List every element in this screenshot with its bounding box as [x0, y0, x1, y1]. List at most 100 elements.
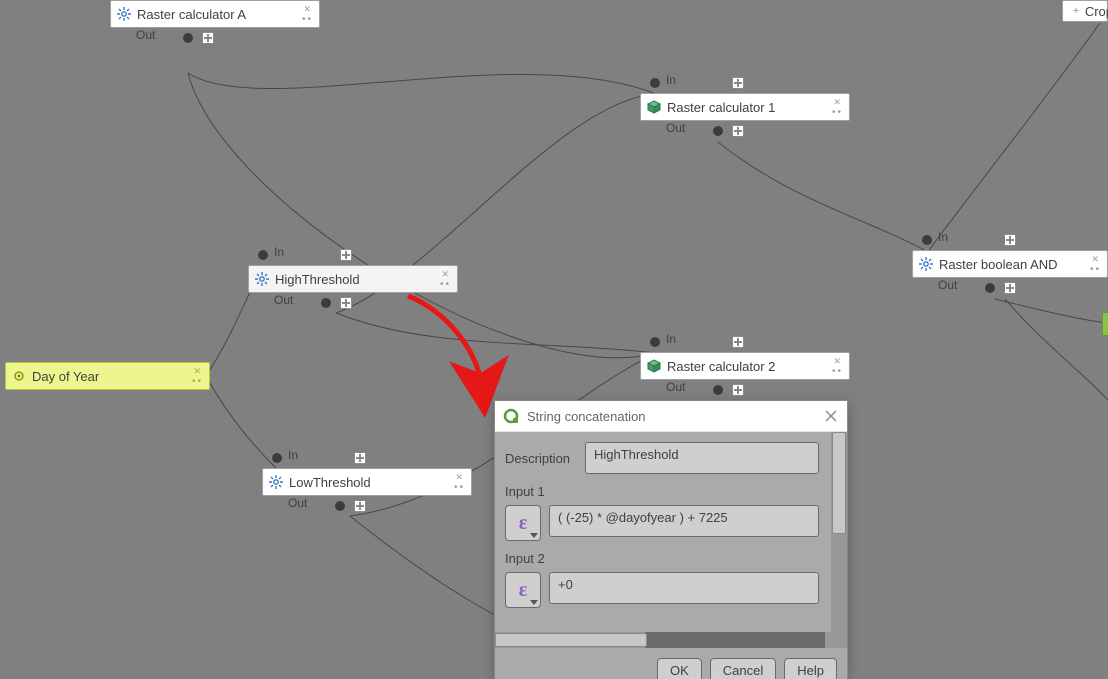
close-icon[interactable] — [823, 408, 839, 424]
port-dot-icon — [985, 283, 995, 293]
plus-icon[interactable] — [340, 249, 352, 261]
dialog-title: String concatenation — [527, 409, 815, 424]
node-body[interactable]: Raster calculator 2 ✕•• — [640, 352, 850, 380]
node-handle[interactable]: ✕•• — [454, 473, 465, 491]
close-icon[interactable]: ✕ — [303, 5, 313, 13]
input1-label: Input 1 — [505, 484, 837, 499]
chevron-down-icon — [530, 533, 538, 538]
input2-field[interactable]: +0 — [549, 572, 819, 604]
cancel-button[interactable]: Cancel — [710, 658, 776, 679]
node-body[interactable]: HighThreshold ✕•• — [248, 265, 458, 293]
node-out-port[interactable]: Out — [912, 280, 1108, 296]
node-in-port[interactable]: In — [912, 232, 1108, 248]
close-icon[interactable]: ✕ — [833, 98, 843, 106]
port-dot-icon — [321, 298, 331, 308]
gear-icon — [117, 7, 131, 21]
node-label: LowThreshold — [289, 475, 448, 490]
node-label: Raster boolean AND — [939, 257, 1084, 272]
port-out-label: Out — [938, 278, 957, 292]
scrollbar-thumb[interactable] — [495, 633, 647, 647]
close-icon[interactable]: ✕ — [455, 473, 465, 481]
plus-icon[interactable] — [354, 452, 366, 464]
description-input[interactable]: HighThreshold — [585, 442, 819, 474]
input-icon — [12, 369, 26, 383]
dialog-content: Description HighThreshold Input 1 ε ( (-… — [495, 432, 847, 648]
node-out-port[interactable]: Out — [110, 30, 320, 46]
scrollbar-thumb[interactable] — [832, 432, 846, 534]
port-out-label: Out — [666, 380, 685, 394]
port-dot-icon — [922, 235, 932, 245]
node-raster-boolean-and[interactable]: In Raster boolean AND ✕•• Out — [912, 232, 1108, 296]
plus-icon[interactable] — [732, 384, 744, 396]
node-handle[interactable]: ✕•• — [832, 357, 843, 375]
plus-icon[interactable] — [202, 32, 214, 44]
node-handle[interactable]: ✕•• — [832, 98, 843, 116]
node-in-port[interactable]: In — [262, 450, 472, 466]
node-label: Crop — [1085, 4, 1108, 19]
epsilon-icon: ε — [519, 579, 528, 602]
plus-icon[interactable] — [732, 336, 744, 348]
help-button[interactable]: Help — [784, 658, 837, 679]
node-handle[interactable]: ✕•• — [192, 367, 203, 385]
port-in-label: In — [666, 332, 676, 346]
close-icon[interactable]: ✕ — [193, 367, 203, 375]
node-raster-calculator-a[interactable]: In Raster calculator A ✕•• Out — [110, 0, 320, 46]
node-body[interactable]: LowThreshold ✕•• — [262, 468, 472, 496]
node-high-threshold[interactable]: In HighThreshold ✕•• Out — [248, 247, 458, 311]
plus-icon[interactable] — [732, 125, 744, 137]
port-dot-icon — [650, 78, 660, 88]
cube-icon — [647, 359, 661, 373]
qgis-logo-icon — [503, 408, 519, 424]
node-label: Raster calculator 2 — [667, 359, 826, 374]
plus-icon[interactable] — [1004, 282, 1016, 294]
node-label: HighThreshold — [275, 272, 434, 287]
node-body[interactable]: Raster boolean AND ✕•• — [912, 250, 1108, 278]
node-in-port[interactable]: In — [640, 334, 850, 350]
node-out-port[interactable]: Out — [248, 295, 458, 311]
description-label: Description — [505, 451, 577, 466]
node-raster-calculator-1[interactable]: In Raster calculator 1 ✕•• Out — [640, 75, 850, 139]
port-dot-icon — [335, 501, 345, 511]
plus-icon[interactable] — [732, 77, 744, 89]
node-out-port[interactable]: Out — [640, 382, 850, 398]
close-icon[interactable]: ✕ — [1091, 255, 1101, 263]
node-body[interactable]: Day of Year ✕•• — [5, 362, 210, 390]
dialog-button-bar: OK Cancel Help — [495, 648, 847, 679]
port-dot-icon — [258, 250, 268, 260]
node-out-port[interactable]: Out — [262, 498, 472, 514]
port-dot-icon — [272, 453, 282, 463]
node-low-threshold[interactable]: In LowThreshold ✕•• Out — [262, 450, 472, 514]
dialog-vertical-scrollbar[interactable] — [831, 432, 847, 648]
port-out-label: Out — [274, 293, 293, 307]
node-body[interactable]: Raster calculator A ✕•• — [110, 0, 320, 28]
port-in-label: In — [274, 245, 284, 259]
node-raster-calculator-2[interactable]: In Raster calculator 2 ✕•• Out — [640, 334, 850, 398]
scrollbar-track — [645, 632, 825, 648]
node-handle[interactable]: ✕•• — [1090, 255, 1101, 273]
plus-icon[interactable] — [1004, 234, 1016, 246]
close-icon[interactable]: ✕ — [833, 357, 843, 365]
input2-label: Input 2 — [505, 551, 837, 566]
string-concatenation-dialog[interactable]: String concatenation Description HighThr… — [494, 400, 848, 678]
node-handle[interactable]: ✕•• — [302, 5, 313, 23]
port-out-label: Out — [136, 28, 155, 42]
node-crop-stub[interactable]: + Crop — [1062, 0, 1108, 22]
node-body[interactable]: Raster calculator 1 ✕•• — [640, 93, 850, 121]
close-icon[interactable]: ✕ — [441, 270, 451, 278]
node-output-stub[interactable] — [1102, 312, 1108, 336]
ok-button[interactable]: OK — [657, 658, 702, 679]
node-in-port[interactable]: In — [248, 247, 458, 263]
node-out-port[interactable]: Out — [640, 123, 850, 139]
node-in-port[interactable]: In — [640, 75, 850, 91]
dialog-horizontal-scrollbar[interactable] — [495, 632, 847, 648]
node-day-of-year[interactable]: Day of Year ✕•• — [5, 362, 210, 390]
plus-icon[interactable] — [354, 500, 366, 512]
node-handle[interactable]: ✕•• — [440, 270, 451, 288]
gear-icon — [269, 475, 283, 489]
expression-builder-button-1[interactable]: ε — [505, 505, 541, 541]
gear-icon — [919, 257, 933, 271]
input1-field[interactable]: ( (-25) * @dayofyear ) + 7225 — [549, 505, 819, 537]
dialog-titlebar[interactable]: String concatenation — [495, 401, 847, 432]
plus-icon[interactable] — [340, 297, 352, 309]
expression-builder-button-2[interactable]: ε — [505, 572, 541, 608]
